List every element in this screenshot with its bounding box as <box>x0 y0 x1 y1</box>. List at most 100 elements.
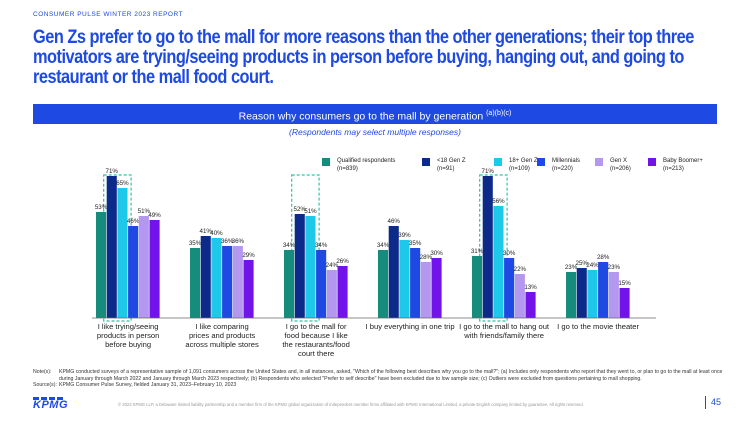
data-label: 31% <box>471 248 484 255</box>
legend-swatch <box>322 158 330 166</box>
highlight-box <box>291 174 320 322</box>
data-label: 46% <box>127 218 140 225</box>
chart-title-footnote-refs: (a)(b)(c) <box>486 110 512 117</box>
kpmg-logo-bars <box>33 397 63 400</box>
bar <box>378 250 389 318</box>
data-label: 34% <box>315 242 328 249</box>
data-label: 29% <box>242 252 255 259</box>
footer-divider <box>705 396 706 409</box>
bar <box>138 216 149 318</box>
bar <box>222 246 233 318</box>
headline-line: restaurant or the mall food court. <box>33 66 274 88</box>
category-label: I go to the mall to hang out with friends… <box>459 322 550 340</box>
legend-sample-size: (n=213) <box>663 166 684 172</box>
data-label: 24% <box>586 262 599 269</box>
data-label: 34% <box>377 242 390 249</box>
headline-line: Gen Zs prefer to go to the mall for more… <box>33 26 694 48</box>
category-label: I go to the mall for food because I like t… <box>282 322 350 358</box>
bar <box>128 226 139 318</box>
data-label: 22% <box>514 266 527 273</box>
legend-swatch <box>422 158 430 166</box>
data-label: 34% <box>283 242 296 249</box>
data-label: 30% <box>503 250 516 257</box>
data-label: 49% <box>148 212 161 219</box>
data-label: 13% <box>524 284 537 291</box>
bar <box>211 238 222 318</box>
bar <box>576 268 587 318</box>
data-label: 23% <box>608 264 621 271</box>
legend-sample-size: (n=839) <box>337 166 358 172</box>
data-label: 46% <box>388 218 401 225</box>
bar <box>410 248 421 318</box>
bar <box>504 258 515 318</box>
headline-line: motivators are trying/seeing products in… <box>33 46 684 68</box>
legend-swatch <box>648 158 656 166</box>
data-label: 39% <box>398 232 411 239</box>
bar <box>326 270 337 318</box>
bar <box>149 220 160 318</box>
bar <box>305 216 316 318</box>
bar <box>608 272 619 318</box>
category-label: I like comparing prices and products acros… <box>185 322 259 349</box>
data-label: 65% <box>116 180 129 187</box>
bar <box>200 236 211 318</box>
data-label: 15% <box>618 280 631 287</box>
chart-title-banner: Reason why consumers go to the mall by g… <box>33 104 717 124</box>
legend-label: Baby Boomer+ <box>663 158 703 164</box>
chart-title: Reason why consumers go to the mall by g… <box>238 110 484 123</box>
bar <box>190 248 201 318</box>
data-label: 36% <box>221 238 234 245</box>
legend-swatch <box>494 158 502 166</box>
data-label: 51% <box>304 208 317 215</box>
legend-swatch <box>595 158 603 166</box>
data-label: 24% <box>326 262 339 269</box>
legend-label: 18+ Gen Z <box>509 158 538 164</box>
legend-label: Gen X <box>610 158 627 164</box>
bar <box>619 288 630 318</box>
data-label: 53% <box>95 204 108 211</box>
bar <box>337 266 348 318</box>
bar <box>243 260 254 318</box>
legend-label: <18 Gen Z <box>437 158 466 164</box>
data-label: 26% <box>336 258 349 265</box>
data-label: 41% <box>200 228 213 235</box>
legend-sample-size: (n=109) <box>509 166 530 172</box>
legend-swatch <box>537 158 545 166</box>
bar <box>566 272 577 318</box>
data-label: 36% <box>232 238 245 245</box>
copyright-text: © 2023 KPMG LLP, a Delaware limited liab… <box>118 402 584 407</box>
data-label: 56% <box>492 198 505 205</box>
bar <box>399 240 410 318</box>
chart-subtitle: (Respondents may select multiple respons… <box>289 127 461 137</box>
bar <box>493 206 504 318</box>
source-label: Source(s): <box>33 382 57 388</box>
data-label: 28% <box>420 254 433 261</box>
bar <box>587 270 598 318</box>
data-label: 25% <box>576 260 589 267</box>
data-label: 30% <box>430 250 443 257</box>
bar <box>316 250 327 318</box>
category-label: I go to the movie theater <box>557 322 639 331</box>
footnotes: Note(s): KPMG conducted surveys of a rep… <box>33 369 723 389</box>
bar <box>472 256 483 318</box>
data-label: 28% <box>597 254 610 261</box>
legend-label: Qualified respondents <box>337 158 395 164</box>
page-number: 45 <box>711 397 722 407</box>
kpmg-logo: KPMG <box>33 399 68 411</box>
data-label: 71% <box>482 168 495 175</box>
data-label: 52% <box>294 206 307 213</box>
bar <box>514 274 525 318</box>
bar <box>294 214 305 318</box>
legend-sample-size: (n=206) <box>610 166 631 172</box>
data-label: 35% <box>409 240 422 247</box>
bar <box>482 176 493 318</box>
notes-text: KPMG conducted surveys of a representati… <box>59 369 723 382</box>
legend-label: Millennials <box>552 158 580 164</box>
bar <box>525 292 536 318</box>
data-label: 51% <box>138 208 151 215</box>
page-title: Gen Zs prefer to go to the mall for more… <box>33 26 694 88</box>
bar <box>388 226 399 318</box>
bar <box>598 262 609 318</box>
report-label: CONSUMER PULSE WINTER 2023 REPORT <box>33 11 184 18</box>
